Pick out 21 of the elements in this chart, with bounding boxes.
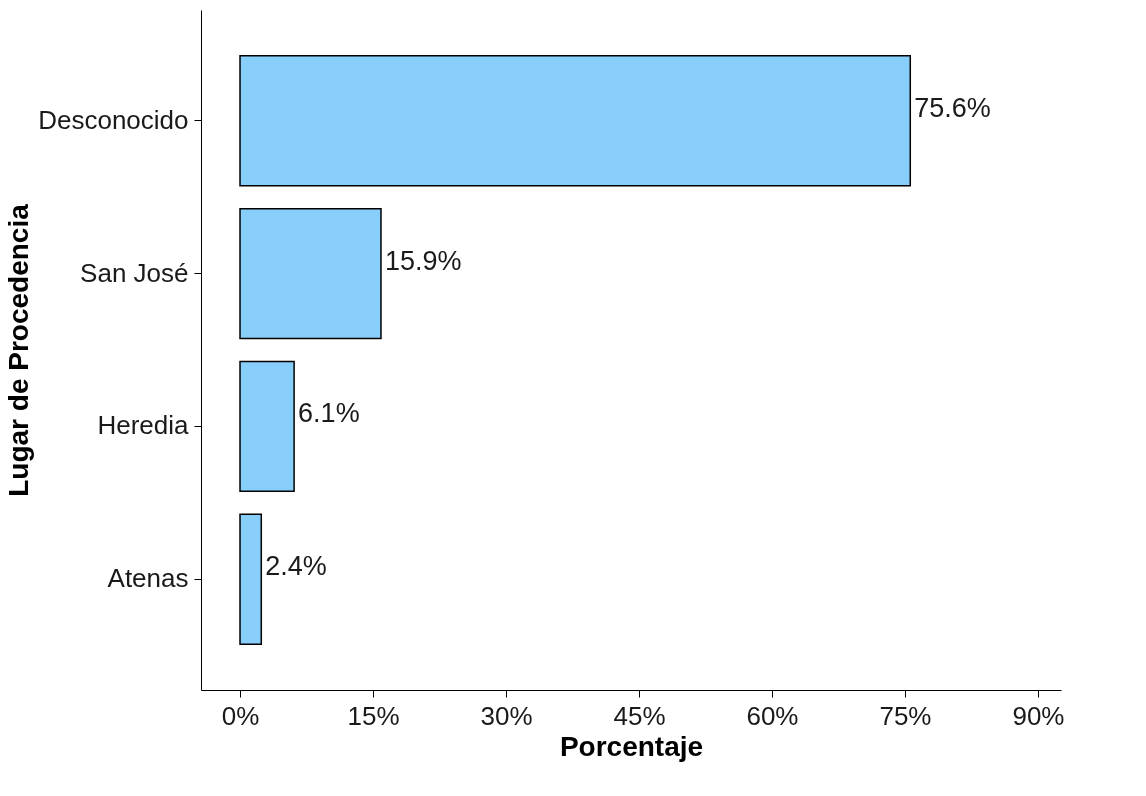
x-axis-title: Porcentaje	[559, 730, 704, 762]
x-tick-label: 30%	[480, 700, 533, 731]
x-tick-label: 45%	[613, 700, 666, 731]
x-tick-label: 15%	[347, 700, 400, 731]
bar	[239, 360, 295, 493]
x-tick-label: 75%	[879, 700, 932, 731]
x-tick-label: 60%	[746, 700, 799, 731]
bar	[239, 207, 382, 340]
data-label: 6.1%	[298, 398, 360, 429]
y-tick-label: Desconocido	[38, 104, 189, 135]
bar	[239, 55, 912, 187]
bar	[239, 513, 263, 645]
x-tick-label: 0%	[221, 700, 260, 731]
y-tick-label: San José	[80, 257, 189, 288]
data-label: 15.9%	[384, 245, 462, 276]
y-tick-label: Heredia	[97, 410, 190, 441]
data-label: 2.4%	[265, 551, 327, 582]
y-tick-label: Atenas	[107, 563, 189, 594]
data-label: 75.6%	[914, 92, 991, 123]
x-tick-label: 90%	[1012, 700, 1065, 731]
y-axis-title: Lugar de Procedencia	[3, 203, 35, 497]
